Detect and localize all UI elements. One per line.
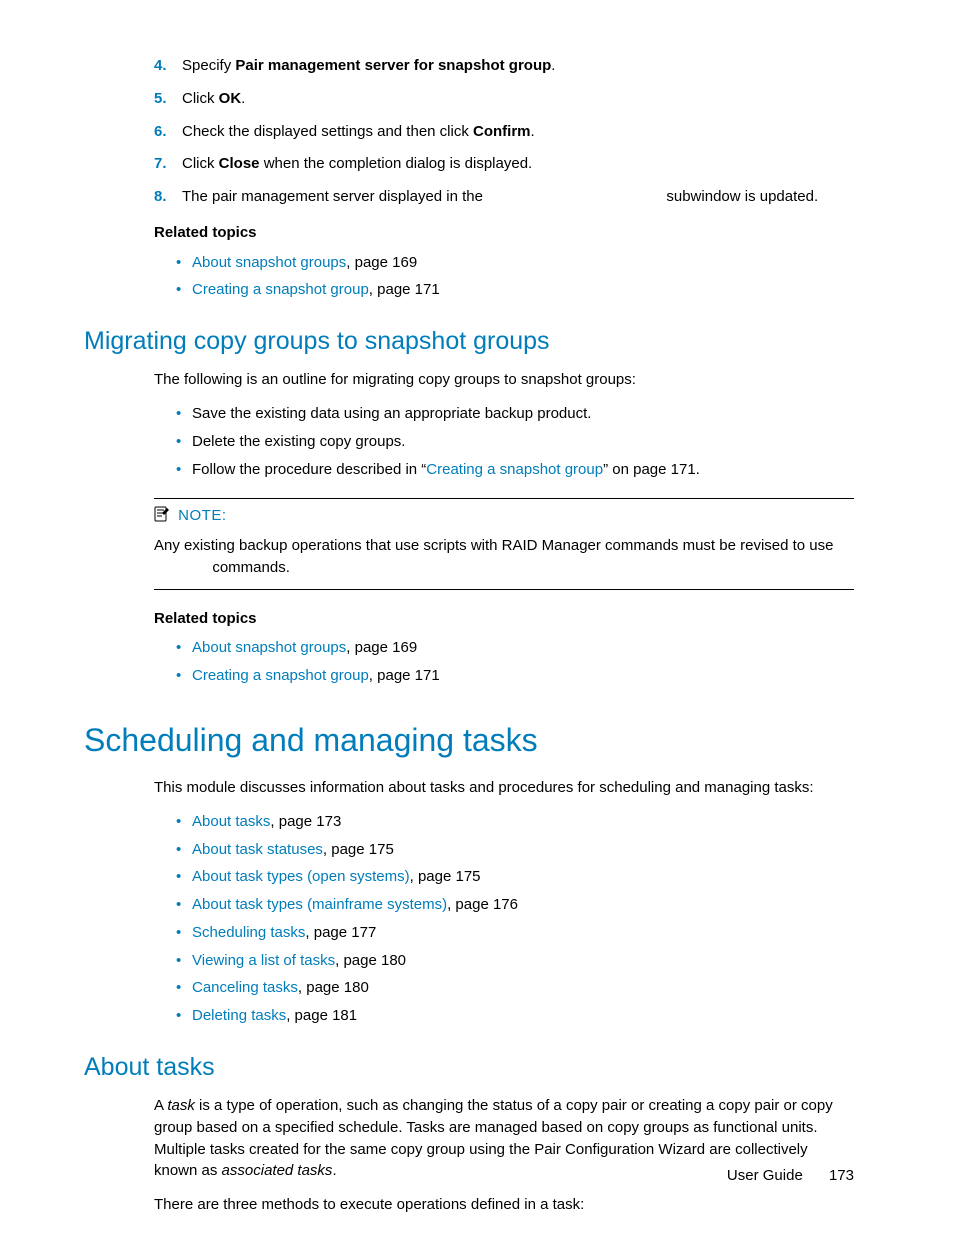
page-ref: , page 181 xyxy=(286,1007,357,1024)
step-5: 5. Click OK. xyxy=(154,88,854,110)
related-topics-list: About snapshot groups, page 169 Creating… xyxy=(84,637,854,687)
page-ref: , page 169 xyxy=(346,254,417,271)
page-ref: , page 169 xyxy=(346,639,417,656)
page-ref: , page 173 xyxy=(270,813,341,830)
page-ref: , page 176 xyxy=(447,896,518,913)
note-icon xyxy=(154,506,170,529)
heading-about-tasks: About tasks xyxy=(84,1049,854,1085)
bullet-text: Save the existing data using an appropri… xyxy=(192,405,591,422)
scheduling-intro: This module discusses information about … xyxy=(154,777,854,799)
list-item: Creating a snapshot group, page 171 xyxy=(176,665,854,687)
note-rule-bottom xyxy=(154,589,854,590)
step-number: 7. xyxy=(154,153,167,175)
footer-label: User Guide xyxy=(727,1167,803,1184)
note-block: NOTE: Any existing backup operations tha… xyxy=(154,498,854,589)
step-text-pre: Specify xyxy=(182,57,235,74)
list-item: About task statuses, page 175 xyxy=(176,839,854,861)
heading-migrating: Migrating copy groups to snapshot groups xyxy=(84,323,854,359)
scheduling-links: About tasks, page 173 About task statuse… xyxy=(84,811,854,1027)
link-about-tasks[interactable]: About tasks xyxy=(192,813,270,830)
text: A xyxy=(154,1097,167,1114)
page-ref: , page 180 xyxy=(298,979,369,996)
step-7: 7. Click Close when the completion dialog… xyxy=(154,153,854,175)
italic-task: task xyxy=(167,1097,195,1114)
text: . xyxy=(332,1162,336,1179)
link-scheduling-tasks[interactable]: Scheduling tasks xyxy=(192,924,305,941)
step-4: 4. Specify Pair management server for sna… xyxy=(154,55,854,77)
related-topics-heading: Related topics xyxy=(154,608,854,630)
page-footer: User Guide 173 xyxy=(727,1165,854,1187)
list-item: Save the existing data using an appropri… xyxy=(176,403,854,425)
step-number: 6. xyxy=(154,121,167,143)
step-number: 8. xyxy=(154,186,167,208)
bullet-text-post: ” on page 171. xyxy=(603,461,700,478)
list-item: Deleting tasks, page 181 xyxy=(176,1005,854,1027)
step-text-pre: The pair management server displayed in … xyxy=(182,188,487,205)
link-canceling-tasks[interactable]: Canceling tasks xyxy=(192,979,298,996)
step-text-bold: Pair management server for snapshot grou… xyxy=(235,57,551,74)
list-item: About snapshot groups, page 169 xyxy=(176,637,854,659)
list-item: Creating a snapshot group, page 171 xyxy=(176,279,854,301)
bullet-text-pre: Follow the procedure described in “ xyxy=(192,461,426,478)
step-8: 8. The pair management server displayed i… xyxy=(154,186,854,208)
page-ref: , page 175 xyxy=(323,841,394,858)
link-creating-snapshot-group[interactable]: Creating a snapshot group xyxy=(192,281,369,298)
note-text-b: commands. xyxy=(154,559,290,576)
page-ref: , page 175 xyxy=(410,868,481,885)
page-ref: , page 180 xyxy=(335,952,406,969)
heading-scheduling: Scheduling and managing tasks xyxy=(84,717,854,763)
footer-page-number: 173 xyxy=(829,1167,854,1184)
link-creating-snapshot-group[interactable]: Creating a snapshot group xyxy=(192,667,369,684)
step-text-pre: Click xyxy=(182,155,219,172)
link-about-snapshot-groups[interactable]: About snapshot groups xyxy=(192,639,346,656)
note-text: Any existing backup operations that use … xyxy=(154,535,854,579)
step-text-bold: Confirm xyxy=(473,123,531,140)
list-item: About task types (open systems), page 17… xyxy=(176,866,854,888)
step-number: 5. xyxy=(154,88,167,110)
step-text-post: . xyxy=(551,57,555,74)
step-6: 6. Check the displayed settings and then … xyxy=(154,121,854,143)
bullet-text: Delete the existing copy groups. xyxy=(192,433,405,450)
link-viewing-tasks[interactable]: Viewing a list of tasks xyxy=(192,952,335,969)
note-header: NOTE: xyxy=(154,505,854,529)
list-item: Scheduling tasks, page 177 xyxy=(176,922,854,944)
migrating-bullets: Save the existing data using an appropri… xyxy=(84,403,854,480)
list-item: Canceling tasks, page 180 xyxy=(176,977,854,999)
link-creating-snapshot-group[interactable]: Creating a snapshot group xyxy=(426,461,603,478)
step-number: 4. xyxy=(154,55,167,77)
step-text-post: . xyxy=(531,123,535,140)
document-page: 4. Specify Pair management server for sna… xyxy=(0,0,954,1235)
list-item: Viewing a list of tasks, page 180 xyxy=(176,950,854,972)
step-text-bold: OK xyxy=(219,90,242,107)
migrating-intro: The following is an outline for migratin… xyxy=(154,369,854,391)
step-text-pre: Check the displayed settings and then cl… xyxy=(182,123,473,140)
link-task-types-open[interactable]: About task types (open systems) xyxy=(192,868,410,885)
list-item: Delete the existing copy groups. xyxy=(176,431,854,453)
link-about-snapshot-groups[interactable]: About snapshot groups xyxy=(192,254,346,271)
list-item: About tasks, page 173 xyxy=(176,811,854,833)
step-text-post: when the completion dialog is displayed. xyxy=(260,155,533,172)
step-text-post: subwindow is updated. xyxy=(487,188,818,205)
step-text-post: . xyxy=(241,90,245,107)
about-tasks-p2: There are three methods to execute opera… xyxy=(154,1194,854,1216)
related-topics-list: About snapshot groups, page 169 Creating… xyxy=(84,252,854,302)
page-ref: , page 171 xyxy=(369,667,440,684)
note-rule-top xyxy=(154,498,854,499)
step-text-pre: Click xyxy=(182,90,219,107)
link-about-task-statuses[interactable]: About task statuses xyxy=(192,841,323,858)
list-item: About snapshot groups, page 169 xyxy=(176,252,854,274)
page-ref: , page 171 xyxy=(369,281,440,298)
numbered-steps: 4. Specify Pair management server for sna… xyxy=(84,55,854,208)
italic-associated-tasks: associated tasks xyxy=(222,1162,333,1179)
note-label: NOTE: xyxy=(178,507,226,524)
list-item: About task types (mainframe systems), pa… xyxy=(176,894,854,916)
link-task-types-mainframe[interactable]: About task types (mainframe systems) xyxy=(192,896,447,913)
link-deleting-tasks[interactable]: Deleting tasks xyxy=(192,1007,286,1024)
page-ref: , page 177 xyxy=(305,924,376,941)
step-text-bold: Close xyxy=(219,155,260,172)
note-text-a: Any existing backup operations that use … xyxy=(154,537,834,554)
related-topics-heading: Related topics xyxy=(154,222,854,244)
list-item: Follow the procedure described in “Creat… xyxy=(176,459,854,481)
